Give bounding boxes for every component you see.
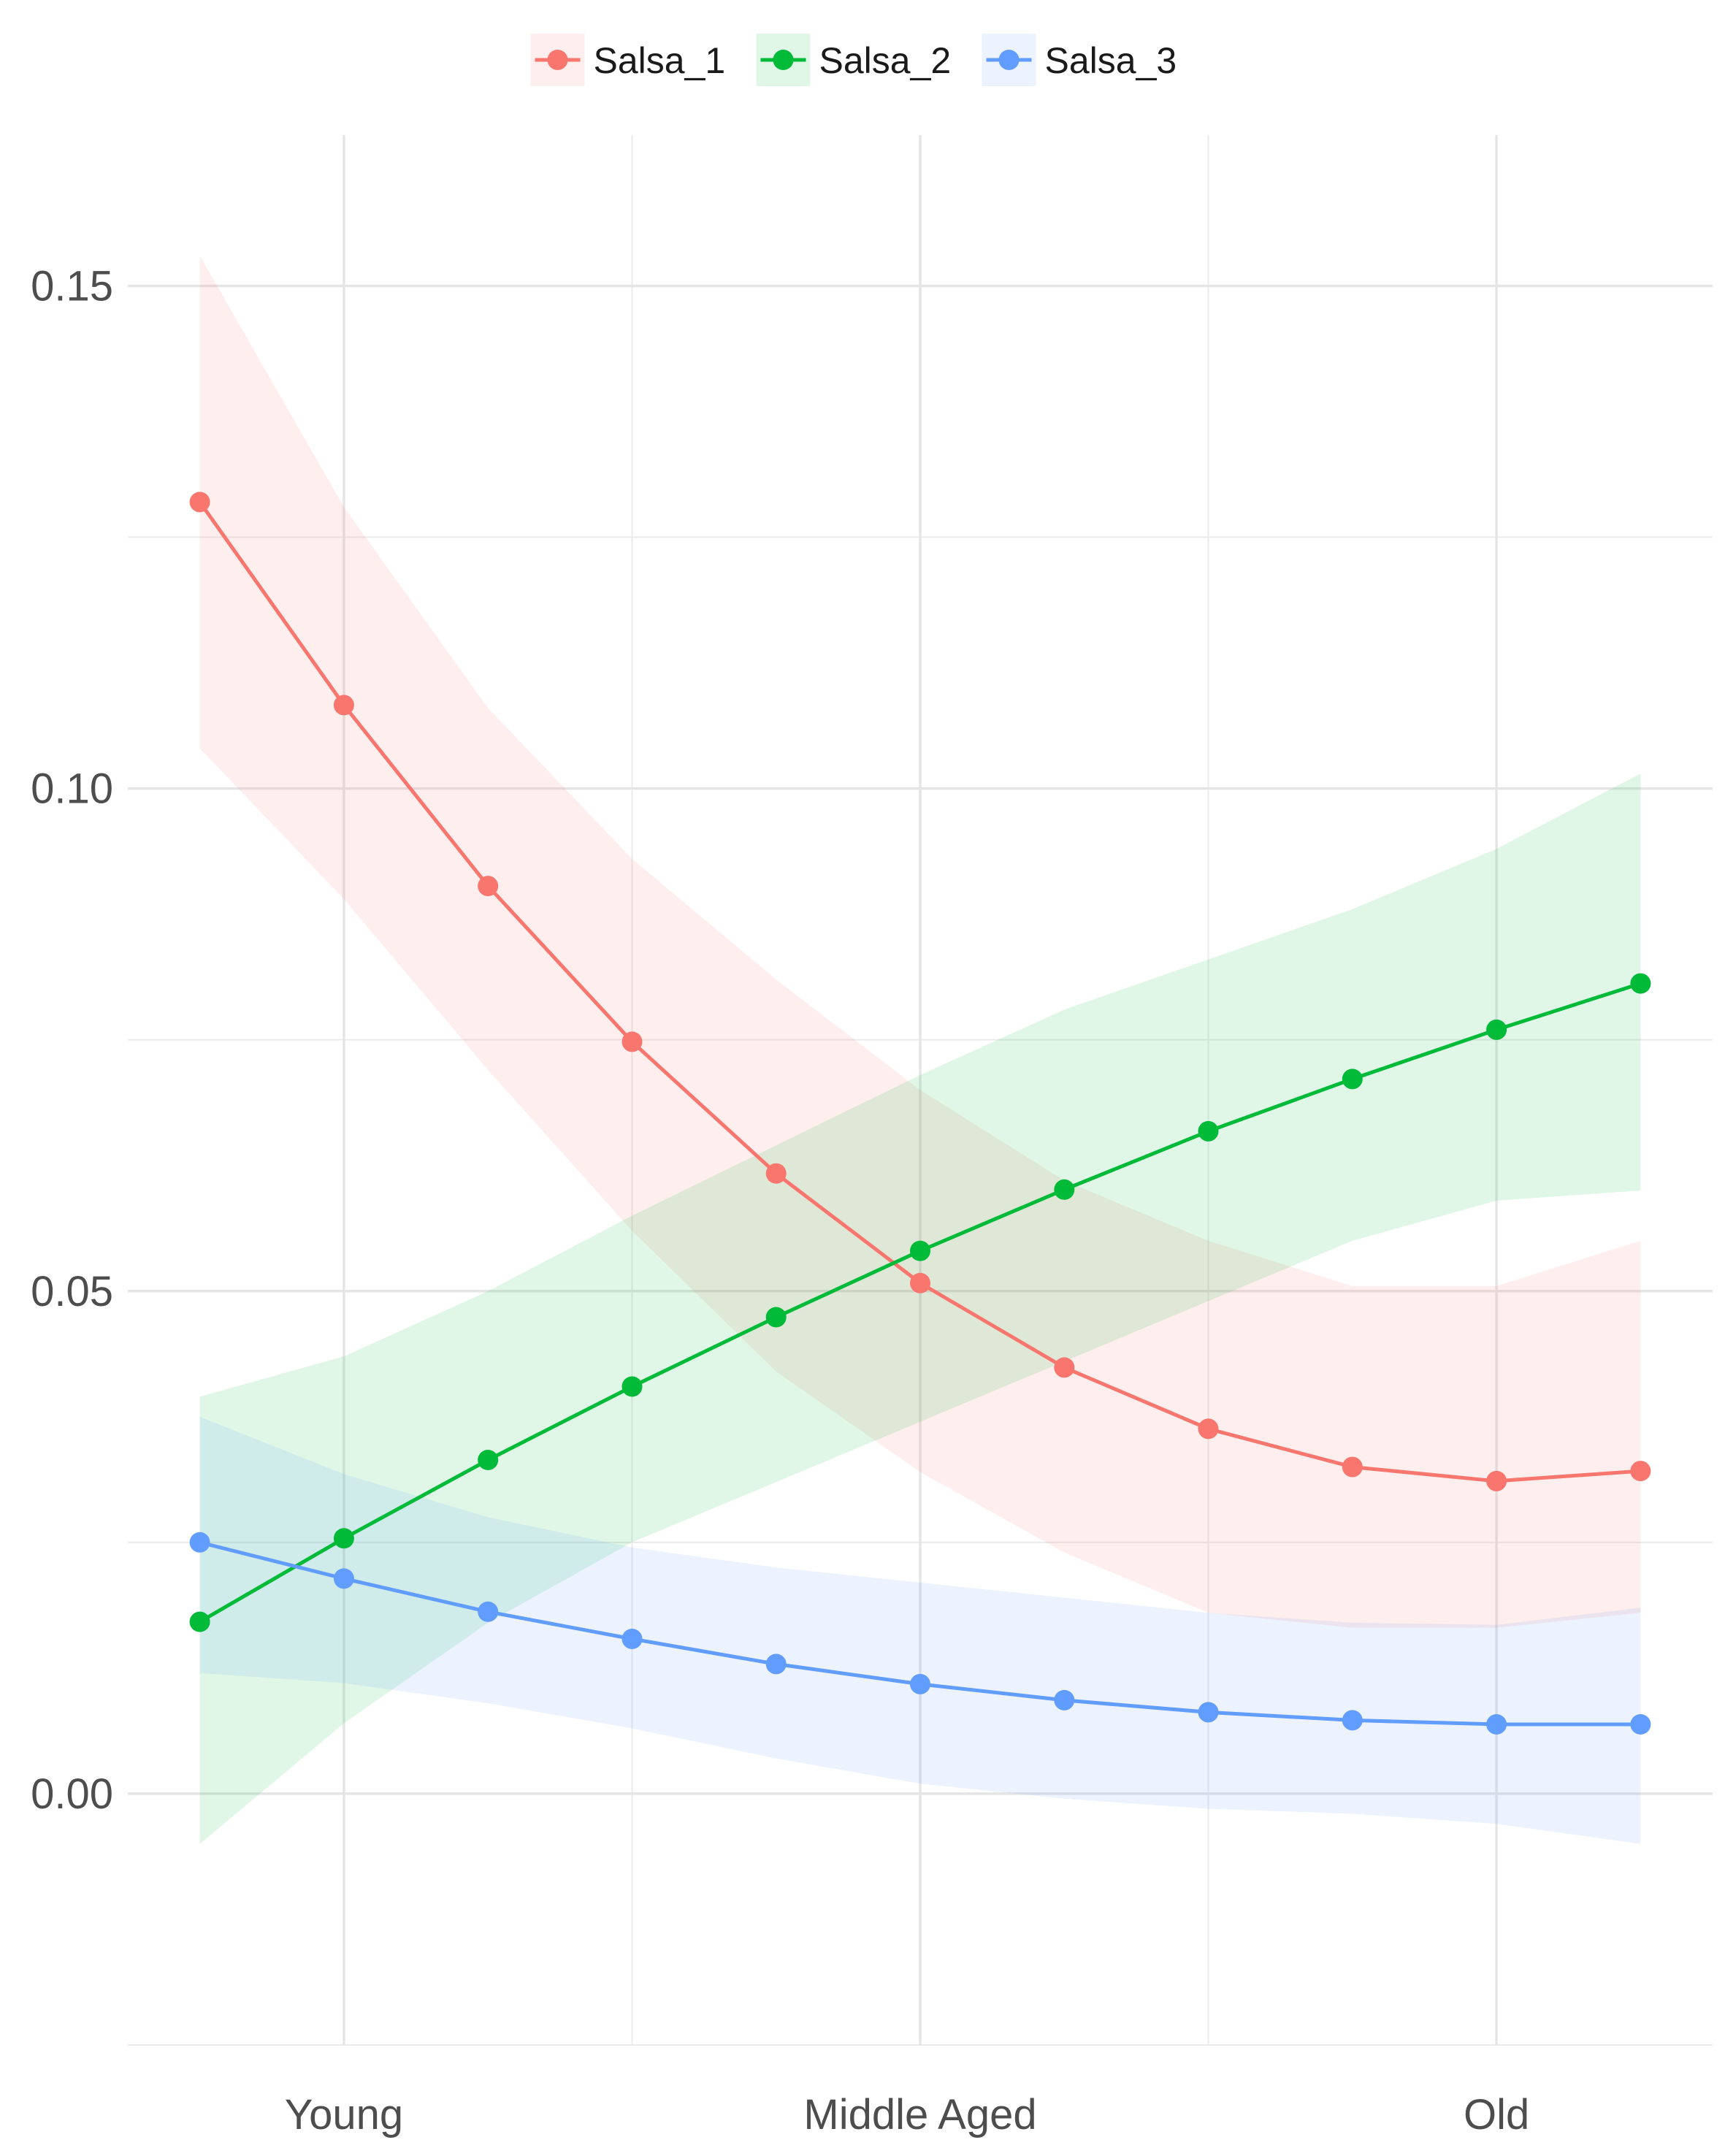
y-tick-label: 0.00 <box>31 1770 113 1818</box>
legend: Salsa_1 Salsa_2 Salsa_3 <box>530 34 1177 86</box>
ribbon-salsa-3 <box>199 1416 1641 1844</box>
legend-key-point <box>773 50 794 70</box>
point-salsa-2 <box>765 1307 787 1328</box>
point-salsa-1 <box>765 1163 787 1184</box>
point-salsa-3 <box>910 1673 930 1694</box>
point-salsa-1 <box>478 876 499 897</box>
point-salsa-3 <box>333 1568 354 1589</box>
confidence-ribbons <box>199 256 1641 1844</box>
y-tick-label: 0.05 <box>31 1268 113 1315</box>
y-tick-label: 0.15 <box>31 262 113 310</box>
point-salsa-1 <box>1630 1461 1651 1482</box>
point-salsa-3 <box>1630 1714 1651 1735</box>
point-salsa-2 <box>1342 1069 1363 1090</box>
point-salsa-3 <box>478 1601 499 1622</box>
point-salsa-1 <box>1342 1456 1363 1478</box>
legend-key-point <box>547 50 568 70</box>
point-salsa-2 <box>1630 973 1651 994</box>
point-salsa-1 <box>910 1272 930 1293</box>
point-salsa-1 <box>1486 1470 1507 1491</box>
point-salsa-2 <box>1486 1019 1507 1040</box>
point-salsa-2 <box>1198 1120 1219 1142</box>
point-salsa-3 <box>765 1654 787 1675</box>
y-tick-label: 0.10 <box>31 765 113 813</box>
legend-item-salsa-1: Salsa_1 <box>530 34 726 86</box>
ribbon-salsa-2 <box>199 773 1641 1844</box>
point-salsa-1 <box>333 695 354 716</box>
point-salsa-1 <box>1054 1357 1075 1378</box>
point-salsa-2 <box>478 1450 499 1470</box>
x-tick-label: Young <box>285 2091 403 2138</box>
point-salsa-3 <box>1198 1702 1219 1723</box>
major-gridlines <box>128 135 1713 2045</box>
legend-item-salsa-3: Salsa_3 <box>982 34 1177 86</box>
point-salsa-3 <box>1342 1710 1363 1731</box>
point-salsa-1 <box>621 1031 643 1052</box>
point-salsa-2 <box>1054 1179 1075 1200</box>
point-salsa-3 <box>189 1532 210 1553</box>
legend-label: Salsa_2 <box>819 40 952 81</box>
legend-key-point <box>998 50 1020 70</box>
point-salsa-3 <box>1054 1689 1075 1710</box>
legend-item-salsa-2: Salsa_2 <box>756 34 952 86</box>
x-tick-label: Old <box>1464 2091 1529 2138</box>
point-salsa-2 <box>621 1376 643 1397</box>
y-axis: 0.00 0.05 0.10 0.15 <box>31 262 113 1817</box>
x-axis: Young Middle Aged Old <box>285 2091 1530 2138</box>
x-tick-label: Middle Aged <box>803 2091 1036 2138</box>
legend-label: Salsa_1 <box>594 40 726 81</box>
series-points <box>189 492 1651 1735</box>
point-salsa-1 <box>189 492 210 513</box>
ribbon-salsa-1 <box>199 256 1641 1628</box>
point-salsa-3 <box>1486 1714 1507 1735</box>
point-salsa-2 <box>910 1240 930 1261</box>
point-salsa-2 <box>333 1528 354 1549</box>
point-salsa-3 <box>621 1629 643 1649</box>
legend-label: Salsa_3 <box>1045 40 1177 81</box>
point-salsa-1 <box>1198 1418 1219 1440</box>
point-salsa-2 <box>189 1611 210 1632</box>
